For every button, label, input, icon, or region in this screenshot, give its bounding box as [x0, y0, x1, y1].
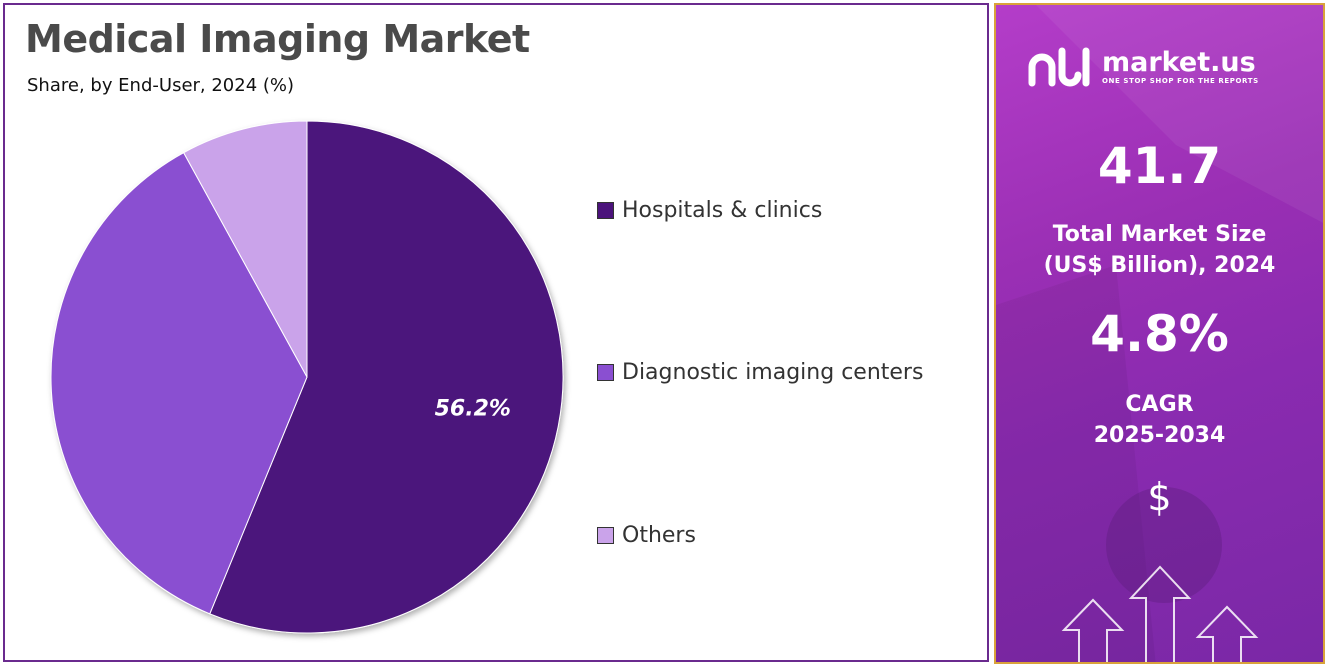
cagr-value: 4.8% — [1090, 305, 1229, 363]
cagr-period: 2025-2034 — [1093, 423, 1226, 448]
market-size-label-line1: Total Market Size — [1052, 222, 1267, 247]
market-summary-panel: market.us ONE STOP SHOP FOR THE REPORTS … — [994, 3, 1325, 664]
legend-label: Diagnostic imaging centers — [622, 360, 924, 385]
cagr-label: CAGR — [1125, 392, 1194, 417]
pie-slice-others — [182, 120, 308, 378]
market-us-logo-icon — [1028, 47, 1090, 87]
chart-panel: Medical Imaging Market Share, by End-Use… — [3, 3, 989, 662]
brand-name: market.us — [1102, 47, 1256, 78]
legend-swatch — [597, 364, 614, 381]
legend-item: Hospitals & clinics — [597, 198, 822, 223]
legend-label: Hospitals & clinics — [622, 198, 823, 223]
legend-swatch — [597, 202, 614, 219]
legend-item: Others — [597, 523, 696, 548]
up-arrow-icon — [1061, 565, 1259, 662]
pie-chart: 56.2% — [50, 120, 564, 634]
background-decoration — [996, 5, 1323, 662]
market-us-logo: market.us ONE STOP SHOP FOR THE REPORTS — [1026, 45, 1259, 89]
pie-slice-hospitals-clinics — [209, 120, 564, 634]
legend-item: Diagnostic imaging centers — [597, 360, 923, 385]
pie-slice-diagnostic-imaging-centers — [50, 151, 308, 615]
chart-subtitle: Share, by End-User, 2024 (%) — [27, 75, 295, 96]
market-size-value: 41.7 — [1097, 137, 1222, 195]
brand-tagline: ONE STOP SHOP FOR THE REPORTS — [1102, 77, 1259, 85]
legend-label: Others — [622, 523, 696, 548]
market-size-label-line2: (US$ Billion), 2024 — [1043, 253, 1276, 278]
pie-data-label: 56.2% — [435, 397, 511, 422]
dollar-icon: $ — [1147, 475, 1172, 519]
legend-swatch — [597, 527, 614, 544]
chart-title: Medical Imaging Market — [25, 17, 530, 61]
